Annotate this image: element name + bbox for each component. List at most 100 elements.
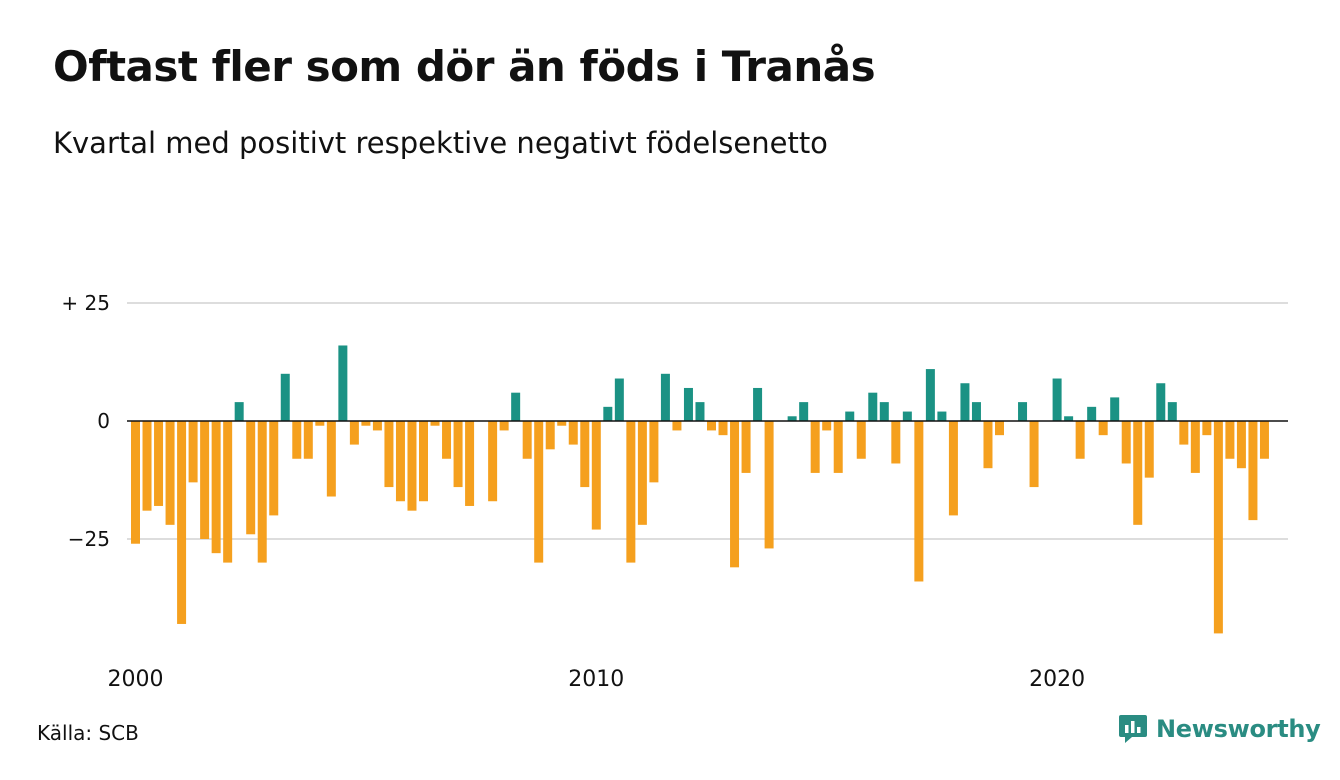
bar <box>1167 402 1177 421</box>
bar <box>626 421 636 563</box>
bar <box>430 421 440 426</box>
bar <box>511 392 521 421</box>
bar <box>822 421 832 431</box>
bar <box>545 421 555 450</box>
bar <box>683 387 693 421</box>
bar <box>326 421 336 497</box>
bar <box>488 421 498 502</box>
bar <box>948 421 958 516</box>
bar <box>223 421 233 563</box>
bar <box>810 421 820 473</box>
bar <box>534 421 544 563</box>
chart-title: Oftast fler som dör än föds i Tranås <box>53 42 876 91</box>
bar <box>856 421 866 459</box>
bar <box>1087 406 1097 421</box>
bar <box>1144 421 1154 478</box>
newsworthy-logo-icon <box>1119 715 1147 743</box>
bar <box>891 421 901 464</box>
bar <box>960 383 970 421</box>
bar <box>614 378 624 421</box>
bar <box>1018 402 1028 421</box>
bar <box>1225 421 1235 459</box>
bar <box>914 421 924 582</box>
newsworthy-logo: Newsworthy <box>1118 713 1321 745</box>
bar <box>833 421 843 473</box>
bar <box>868 392 878 421</box>
bar <box>361 421 371 426</box>
bar <box>995 421 1004 436</box>
bar <box>971 402 981 421</box>
bar <box>234 402 244 421</box>
y-tick-label: −25 <box>68 527 110 551</box>
bar <box>902 411 912 421</box>
bar <box>315 421 325 426</box>
bars <box>131 345 1269 634</box>
bar <box>637 421 647 525</box>
bar <box>465 421 475 506</box>
bar-chart: + 25 0 −25 2000 2010 2020 <box>61 291 1288 692</box>
bar <box>591 421 601 530</box>
bar <box>568 421 578 445</box>
bar <box>372 421 382 431</box>
bar <box>419 421 428 502</box>
source-label: Källa: SCB <box>37 721 139 745</box>
bar <box>649 421 659 483</box>
brand-name: Newsworthy <box>1156 715 1321 743</box>
bar <box>246 421 256 535</box>
bar <box>707 421 716 431</box>
y-tick-label: + 25 <box>61 291 110 315</box>
bar <box>1121 421 1131 464</box>
bar <box>131 421 140 544</box>
x-tick-label: 2020 <box>1029 667 1085 692</box>
bar <box>879 402 889 421</box>
bar <box>787 416 797 421</box>
gridlines <box>127 302 1288 540</box>
bar <box>1202 421 1212 436</box>
bar <box>165 421 175 525</box>
x-tick-label: 2010 <box>568 667 624 692</box>
bar <box>1190 421 1200 473</box>
bar <box>603 406 613 421</box>
bar <box>1064 416 1074 421</box>
bar <box>1075 421 1085 459</box>
bar <box>1213 421 1223 634</box>
bar <box>937 411 947 421</box>
bar <box>200 421 210 539</box>
bar <box>453 421 463 488</box>
x-axis-labels: 2000 2010 2020 <box>108 667 1086 692</box>
bar <box>1248 421 1258 521</box>
bar <box>718 421 728 436</box>
bar <box>154 421 164 506</box>
bar <box>442 421 452 459</box>
bar <box>177 421 187 624</box>
bar <box>1133 421 1143 525</box>
bar <box>257 421 267 563</box>
bar <box>799 402 809 421</box>
bar <box>753 387 763 421</box>
bar <box>384 421 394 488</box>
bar <box>695 402 705 421</box>
bar <box>292 421 302 459</box>
bar <box>1259 421 1269 459</box>
y-tick-label: 0 <box>97 409 110 433</box>
bar <box>660 373 670 421</box>
bar <box>142 421 152 511</box>
bar <box>303 421 313 459</box>
bar <box>672 421 682 431</box>
bar <box>1098 421 1108 436</box>
bar <box>925 369 935 421</box>
bar <box>730 421 740 568</box>
bar <box>580 421 590 488</box>
bar <box>557 421 567 426</box>
bar <box>1156 383 1166 421</box>
x-tick-label: 2000 <box>108 667 164 692</box>
bar <box>395 421 405 502</box>
bar <box>1029 421 1039 488</box>
bar <box>499 421 509 431</box>
chart-subtitle: Kvartal med positivt respektive negativt… <box>53 126 828 160</box>
y-axis-labels: + 25 0 −25 <box>61 291 110 551</box>
bar <box>741 421 751 473</box>
bar <box>1110 397 1120 421</box>
bar <box>211 421 221 554</box>
bar <box>1052 378 1062 421</box>
